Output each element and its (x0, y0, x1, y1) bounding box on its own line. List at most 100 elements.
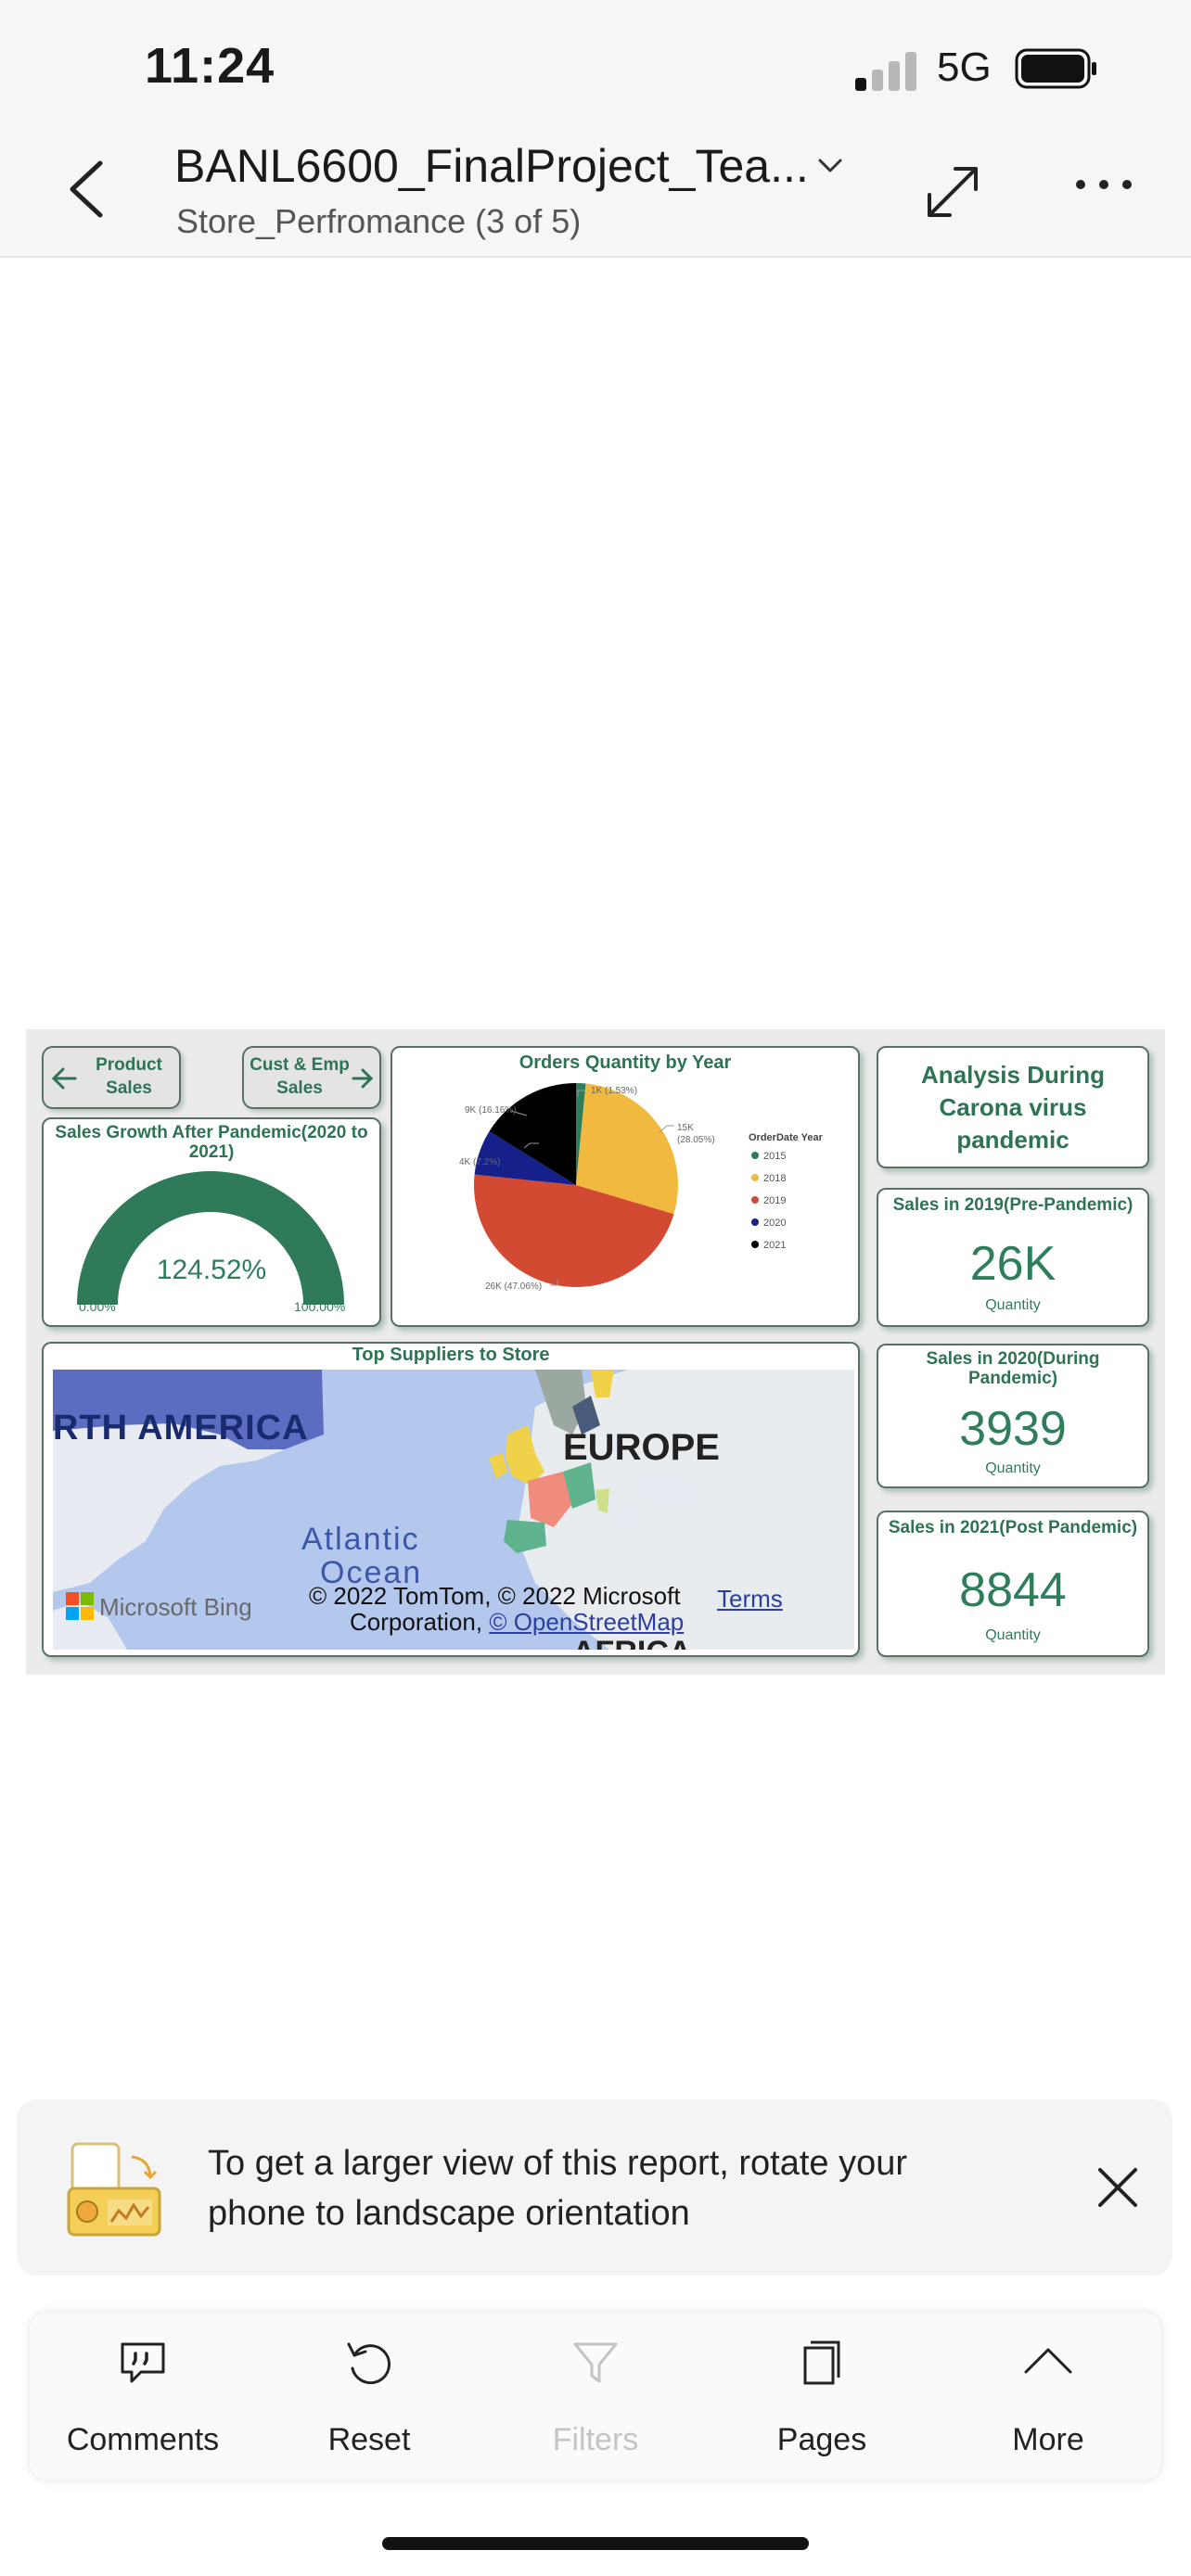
report-canvas: Product Sales Cust & Emp Sales Sales Gro… (26, 1029, 1165, 1675)
map-label-europe: EUROPE (563, 1427, 720, 1468)
product-sales-nav-button[interactable]: Product Sales (42, 1046, 181, 1109)
kpi-2021-unit: Quantity (985, 1627, 1041, 1643)
analysis-title-card: Analysis During Carona virus pandemic (877, 1046, 1149, 1168)
kpi-2021-title: Sales in 2021(Post Pandemic) (888, 1518, 1138, 1537)
orders-pie-chart: 1K (1.53%) 15K (28.05%) 4K (7.2%) 9K (16… (459, 1083, 824, 1292)
reset-label: Reset (327, 2422, 411, 2457)
bottom-toolbar (30, 2313, 1161, 2480)
expand-icon[interactable] (924, 163, 981, 221)
chevron-up-icon (1024, 2348, 1072, 2374)
filters-label: Filters (552, 2422, 639, 2457)
more-options-icon[interactable] (1074, 178, 1133, 191)
pages-label: Pages (776, 2422, 867, 2457)
kpi-2019-unit: Quantity (985, 1297, 1041, 1313)
pie-label-2018-pct: (28.05%) (677, 1135, 715, 1145)
gauge-max-label: 100.00% (294, 1299, 346, 1314)
kpi-card-2021[interactable]: Sales in 2021(Post Pandemic) 8844 Quanti… (877, 1511, 1149, 1657)
openstreetmap-link[interactable]: © OpenStreetMap (489, 1608, 685, 1636)
legend-marker-2020 (751, 1218, 759, 1226)
cust-emp-sales-nav-button[interactable]: Cust & Emp Sales (242, 1046, 381, 1109)
gauge-chart (77, 1171, 344, 1305)
pie-label-2015: 1K (1.53%) (591, 1086, 637, 1096)
more-button[interactable]: More (935, 2313, 1161, 2480)
legend-marker-2018 (751, 1174, 759, 1181)
kpi-card-2019[interactable]: Sales in 2019(Pre-Pandemic) 26K Quantity (877, 1188, 1149, 1327)
reset-button[interactable]: Reset (256, 2313, 482, 2480)
kpi-2020-title: Sales in 2020(During Pandemic) (926, 1349, 1100, 1388)
pie-slice-2021[interactable] (489, 1083, 576, 1185)
analysis-title-line-1: Analysis During (921, 1061, 1105, 1089)
chevron-down-icon[interactable] (816, 156, 844, 176)
map-copyright-line-2: Corporation, (350, 1608, 490, 1636)
map-title: Top Suppliers to Store (352, 1345, 550, 1365)
map-label-north-america: RTH AMERICA (53, 1409, 309, 1447)
rotate-phone-icon (67, 2142, 161, 2237)
cust-emp-label-1: Cust & Emp (250, 1055, 350, 1075)
legend-marker-2015 (751, 1152, 759, 1159)
bing-attribution: Microsoft Bing (99, 1593, 252, 1621)
rotate-hint-banner (17, 2099, 1172, 2276)
rotate-hint-line-2: phone to landscape orientation (208, 2194, 690, 2233)
back-arrow-icon[interactable] (67, 159, 108, 219)
comment-icon (121, 2342, 165, 2383)
map-copyright: © 2022 TomTom, © 2022 Microsoft (309, 1583, 681, 1609)
filters-button[interactable]: Filters (482, 2313, 709, 2480)
top-suppliers-map-card[interactable]: Top Suppliers to Store RTH AMERICA (42, 1342, 860, 1657)
legend-label-2021[interactable]: 2021 (763, 1240, 786, 1251)
pie-slice-2018[interactable] (576, 1083, 678, 1215)
pie-legend-title: OrderDate Year (749, 1132, 824, 1143)
legend-label-2020[interactable]: 2020 (763, 1218, 786, 1229)
map-view[interactable]: RTH AMERICA EUROPE Atlantic Ocean AFRICA… (53, 1370, 854, 1650)
pie-label-2019: 26K (47.06%) (485, 1282, 542, 1292)
home-indicator (382, 2537, 809, 2550)
sales-growth-gauge-card[interactable]: Sales Growth After Pandemic(2020 to 2021… (42, 1117, 381, 1327)
cellular-signal-icon (855, 52, 916, 91)
gauge-arc (77, 1171, 344, 1305)
map-label-africa: AFRICA (572, 1635, 691, 1650)
legend-marker-2021 (751, 1241, 759, 1248)
arrow-left-icon (51, 1067, 77, 1090)
map-copyright-2: Corporation, © OpenStreetMap (350, 1609, 684, 1635)
battery-icon (1015, 48, 1096, 89)
kpi-2021-value: 8844 (959, 1563, 1067, 1617)
status-time: 11:24 (145, 38, 275, 94)
close-icon[interactable] (1096, 2166, 1139, 2209)
legend-label-2018[interactable]: 2018 (763, 1173, 786, 1184)
gauge-title: Sales Growth After Pandemic(2020 to 2021… (55, 1123, 368, 1162)
map-copyright-line-1: © 2022 TomTom, © 2022 Microsoft (309, 1582, 681, 1610)
analysis-title-line-3: pandemic (956, 1126, 1069, 1154)
gauge-min-label: 0.00% (79, 1299, 116, 1314)
kpi-card-2020[interactable]: Sales in 2020(During Pandemic) 3939 Quan… (877, 1344, 1149, 1488)
pie-label-2018: 15K (677, 1123, 694, 1133)
report-title[interactable]: BANL6600_FinalProject_Tea... (174, 140, 809, 192)
microsoft-logo-icon (66, 1592, 94, 1620)
pie-slice-2020[interactable] (474, 1130, 576, 1185)
pie-label-2020: 4K (7.2%) (459, 1157, 500, 1167)
pie-label-2021: 9K (16.16%) (465, 1105, 517, 1116)
network-type: 5G (937, 45, 992, 90)
world-map-shapes (53, 1370, 854, 1650)
map-label-ocean: Ocean (320, 1555, 423, 1590)
kpi-2020-value: 3939 (959, 1402, 1067, 1456)
map-label-atlantic: Atlantic (301, 1522, 420, 1557)
comments-label: Comments (66, 2422, 220, 2457)
pie-slice-2015[interactable] (576, 1083, 586, 1185)
kpi-2020-unit: Quantity (985, 1460, 1041, 1476)
page-subtitle: Store_Perfromance (3 of 5) (176, 202, 582, 240)
kpi-2019-title: Sales in 2019(Pre-Pandemic) (892, 1195, 1133, 1215)
rotate-hint-text: To get a larger view of this report, rot… (208, 2138, 907, 2238)
kpi-2019-value: 26K (969, 1237, 1057, 1291)
pie-slice-2019[interactable] (474, 1174, 674, 1287)
filter-icon (573, 2342, 618, 2383)
pages-button[interactable]: Pages (709, 2313, 935, 2480)
comments-button[interactable]: Comments (30, 2313, 256, 2480)
reset-icon (347, 2342, 391, 2385)
analysis-title-line-2: Carona virus (939, 1093, 1087, 1121)
rotate-hint-line-1: To get a larger view of this report, rot… (208, 2144, 908, 2183)
legend-label-2015[interactable]: 2015 (763, 1151, 786, 1162)
cust-emp-label-2: Sales (276, 1078, 323, 1098)
orders-by-year-pie-card[interactable]: Orders Quantity by Year 1K (1.53%) 15K (… (391, 1046, 860, 1327)
legend-label-2019[interactable]: 2019 (763, 1195, 786, 1206)
pages-icon (803, 2340, 840, 2385)
map-terms-link[interactable]: Terms (717, 1585, 783, 1613)
